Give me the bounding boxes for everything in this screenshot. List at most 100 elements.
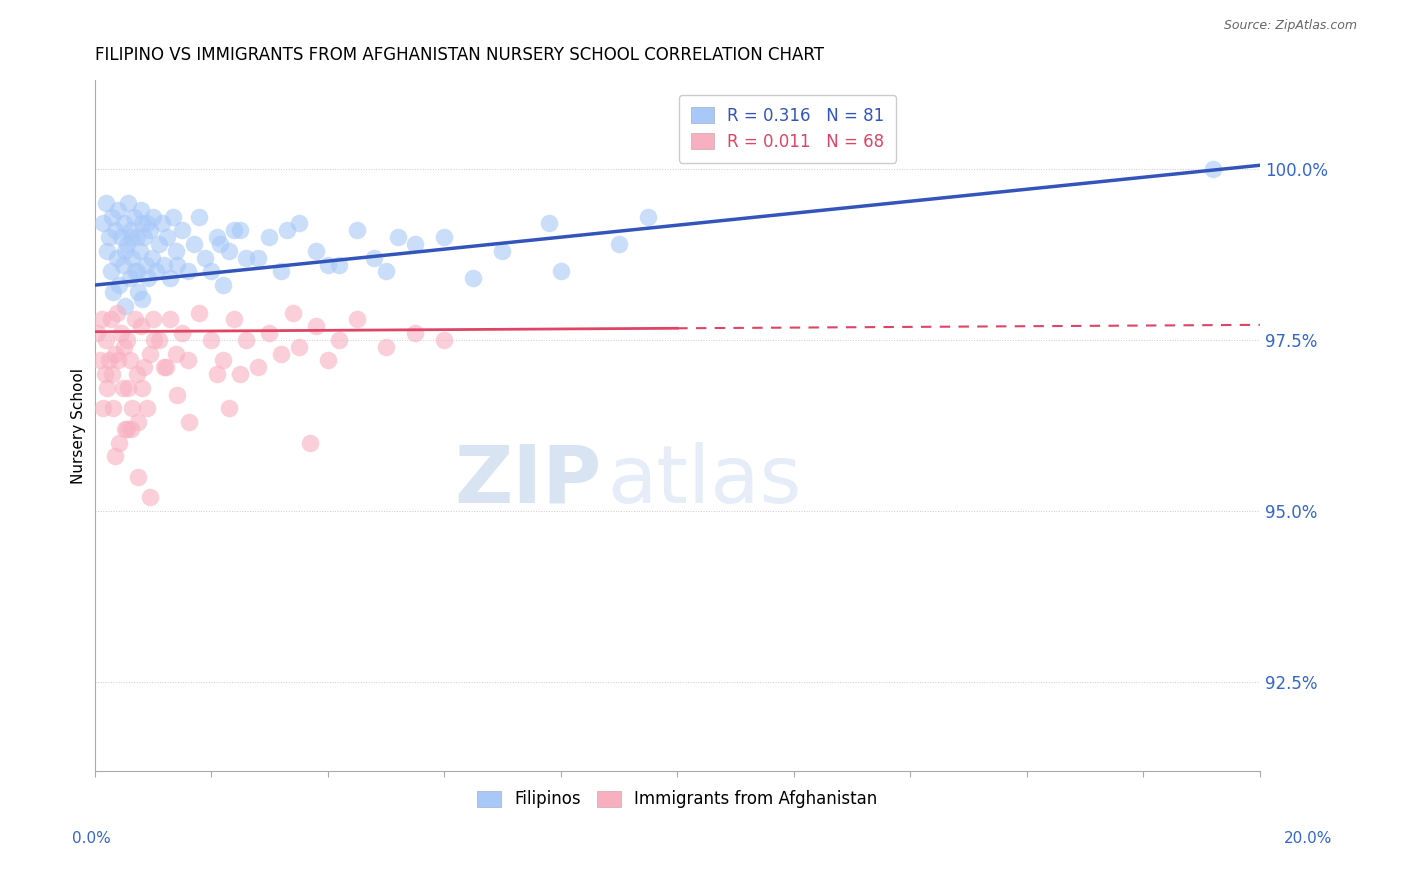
Point [1202, 161, 1225, 176]
Point [153, 258, 176, 272]
Point [156, 230, 179, 244]
Point [183, 237, 205, 252]
Point [200, 264, 222, 278]
Point [224, 223, 246, 237]
Point [115, 422, 138, 436]
Point [374, 264, 396, 278]
Point [153, 360, 176, 375]
Point [129, 244, 152, 258]
Point [104, 450, 127, 464]
Point [200, 333, 222, 347]
Point [148, 333, 170, 347]
Point [177, 264, 200, 278]
Point [205, 230, 228, 244]
Point [91, 401, 114, 416]
Point [136, 217, 159, 231]
Point [463, 271, 485, 285]
Point [188, 210, 211, 224]
Point [328, 258, 350, 272]
Point [104, 346, 127, 360]
Point [122, 210, 145, 224]
Point [129, 319, 152, 334]
Point [104, 223, 127, 237]
Point [229, 367, 252, 381]
Point [218, 401, 240, 416]
Text: 20.0%: 20.0% [1284, 831, 1331, 846]
Point [537, 217, 560, 231]
Point [100, 264, 122, 278]
Point [117, 196, 139, 211]
Point [404, 326, 426, 340]
Point [101, 367, 124, 381]
Point [120, 230, 142, 244]
Point [105, 305, 128, 319]
Point [211, 353, 233, 368]
Point [132, 360, 155, 375]
Point [139, 223, 162, 237]
Point [96, 333, 118, 347]
Point [148, 237, 170, 252]
Point [117, 381, 139, 395]
Y-axis label: Nursery School: Nursery School [72, 368, 86, 483]
Point [235, 333, 257, 347]
Point [246, 360, 269, 375]
Point [162, 210, 184, 224]
Point [229, 223, 252, 237]
Point [124, 264, 146, 278]
Point [111, 381, 134, 395]
Point [491, 244, 513, 258]
Point [118, 353, 141, 368]
Point [433, 333, 456, 347]
Point [316, 258, 339, 272]
Point [637, 210, 659, 224]
Point [131, 292, 153, 306]
Point [112, 217, 135, 231]
Point [346, 312, 368, 326]
Point [159, 271, 181, 285]
Point [125, 367, 148, 381]
Point [404, 237, 426, 252]
Point [145, 264, 167, 278]
Point [105, 251, 128, 265]
Point [98, 230, 121, 244]
Point [125, 230, 148, 244]
Point [90, 312, 112, 326]
Text: ZIP: ZIP [454, 442, 602, 520]
Point [166, 258, 188, 272]
Point [143, 333, 166, 347]
Point [114, 422, 136, 436]
Point [281, 305, 304, 319]
Point [194, 251, 217, 265]
Point [159, 312, 181, 326]
Point [121, 251, 143, 265]
Point [127, 470, 149, 484]
Point [114, 299, 136, 313]
Text: atlas: atlas [607, 442, 801, 520]
Point [127, 285, 149, 299]
Point [155, 360, 177, 375]
Point [108, 278, 131, 293]
Point [276, 223, 298, 237]
Point [86, 326, 108, 340]
Point [139, 346, 162, 360]
Point [316, 353, 339, 368]
Point [246, 251, 269, 265]
Point [96, 381, 118, 395]
Point [141, 251, 163, 265]
Point [346, 223, 368, 237]
Point [218, 244, 240, 258]
Point [208, 237, 231, 252]
Point [165, 346, 187, 360]
Point [328, 333, 350, 347]
Point [120, 422, 142, 436]
Point [433, 230, 456, 244]
Point [287, 217, 309, 231]
Point [127, 415, 149, 429]
Point [103, 285, 125, 299]
Point [115, 333, 138, 347]
Point [299, 435, 322, 450]
Point [124, 312, 146, 326]
Point [108, 435, 131, 450]
Point [188, 305, 211, 319]
Point [305, 319, 328, 334]
